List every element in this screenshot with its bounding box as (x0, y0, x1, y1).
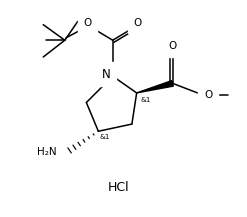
Text: &1: &1 (100, 134, 110, 140)
Text: O: O (83, 18, 92, 28)
Polygon shape (137, 81, 173, 93)
Text: N: N (102, 68, 110, 81)
Text: H₂N: H₂N (37, 147, 56, 157)
Text: O: O (204, 90, 212, 100)
Text: O: O (168, 41, 177, 51)
Text: O: O (134, 18, 142, 28)
Text: HCl: HCl (108, 181, 129, 194)
Text: &1: &1 (140, 97, 151, 103)
